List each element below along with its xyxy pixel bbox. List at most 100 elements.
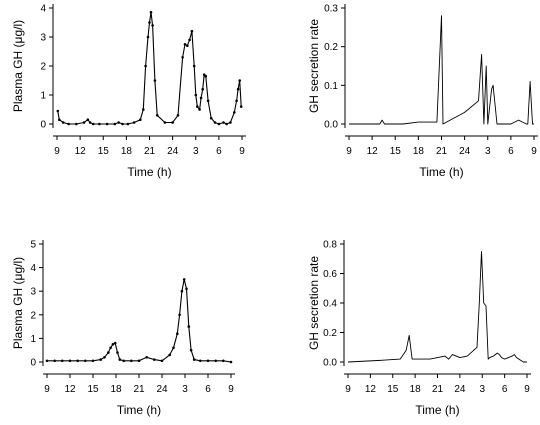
x-tick-label: 9 xyxy=(228,384,234,395)
x-tick-label: 12 xyxy=(64,384,76,395)
x-tick-label: 24 xyxy=(454,384,466,395)
data-point xyxy=(194,93,198,97)
data-point xyxy=(149,11,153,14)
data-point xyxy=(103,356,106,359)
data-point xyxy=(229,121,232,124)
x-tick-label: 12 xyxy=(75,146,87,157)
y-tick-label: 0 xyxy=(40,120,46,131)
x-axis-title: Time (h) xyxy=(415,403,459,417)
x-tick-label: 3 xyxy=(193,146,199,157)
y-tick-label: 0.8 xyxy=(323,240,337,251)
data-point xyxy=(113,341,117,345)
data-point xyxy=(180,289,184,293)
data-point xyxy=(61,121,65,124)
x-tick-label: 9 xyxy=(345,384,351,395)
series-line xyxy=(349,15,534,125)
x-tick-label: 9 xyxy=(44,384,50,395)
data-point xyxy=(199,96,203,100)
data-point xyxy=(190,29,194,33)
data-point xyxy=(183,43,187,46)
data-point xyxy=(142,108,145,111)
data-point xyxy=(176,332,179,336)
data-point xyxy=(116,351,119,354)
y-tick-label: 0.4 xyxy=(323,299,337,310)
y-axis-title: Plasma GH (μg/l) xyxy=(11,257,25,349)
x-tick-label: 9 xyxy=(346,146,352,157)
x-tick-label: 9 xyxy=(239,146,245,157)
data-point xyxy=(213,121,217,124)
x-axis-title: Time (h) xyxy=(127,165,171,179)
y-tick-label: 0.2 xyxy=(323,328,337,339)
data-point xyxy=(153,79,157,82)
y-tick-label: 2 xyxy=(40,62,46,73)
data-point xyxy=(68,359,72,363)
data-point xyxy=(45,359,49,363)
x-tick-label: 15 xyxy=(390,146,402,157)
y-tick-label: 4 xyxy=(30,263,36,274)
data-point xyxy=(204,74,208,78)
data-point xyxy=(56,109,60,113)
x-tick-label: 6 xyxy=(216,146,222,157)
data-point xyxy=(88,121,92,124)
data-point xyxy=(225,122,228,126)
x-tick-label: 21 xyxy=(436,146,448,157)
data-point xyxy=(155,114,159,117)
x-tick-label: 15 xyxy=(87,384,99,395)
data-point xyxy=(192,64,196,68)
data-point xyxy=(67,122,70,126)
y-tick-label: 3 xyxy=(40,33,46,44)
x-tick-label: 9 xyxy=(524,384,530,395)
x-tick-label: 15 xyxy=(387,384,399,395)
data-point xyxy=(109,346,112,350)
y-tick-label: 4 xyxy=(40,4,46,15)
data-point xyxy=(151,24,154,27)
x-tick-label: 3 xyxy=(479,384,485,395)
data-point xyxy=(76,359,79,363)
x-tick-label: 6 xyxy=(508,146,514,157)
y-tick-label: 0.2 xyxy=(324,42,338,53)
data-point xyxy=(58,118,61,121)
data-point xyxy=(91,122,95,126)
data-point xyxy=(146,35,150,39)
x-tick-label: 24 xyxy=(156,384,168,395)
data-point xyxy=(137,359,141,363)
data-point xyxy=(217,122,221,126)
data-point xyxy=(172,346,175,350)
data-point xyxy=(181,56,184,59)
data-point xyxy=(222,359,225,363)
y-tick-label: 3 xyxy=(30,287,36,298)
data-point xyxy=(186,44,189,47)
x-tick-label: 15 xyxy=(98,146,110,157)
x-tick-label: 12 xyxy=(365,384,377,395)
y-tick-label: 5 xyxy=(30,240,36,251)
x-tick-label: 18 xyxy=(110,384,122,395)
data-point xyxy=(122,359,125,363)
x-tick-label: 9 xyxy=(531,146,537,157)
x-tick-label: 21 xyxy=(144,146,156,157)
x-axis-title: Time (h) xyxy=(117,403,161,417)
data-point xyxy=(239,105,243,108)
y-tick-label: 1 xyxy=(40,91,46,102)
data-point xyxy=(214,359,217,363)
data-point xyxy=(61,359,64,363)
data-point xyxy=(82,121,86,124)
data-point xyxy=(238,79,241,82)
data-point xyxy=(111,343,115,346)
x-tick-label: 12 xyxy=(367,146,379,157)
data-point xyxy=(176,114,180,117)
y-tick-label: 0.3 xyxy=(324,4,338,15)
data-point xyxy=(178,313,181,317)
data-point xyxy=(192,358,196,361)
data-point xyxy=(160,359,164,363)
y-tick-label: 2 xyxy=(30,310,36,321)
data-point xyxy=(105,122,109,126)
data-point xyxy=(206,99,210,103)
data-point xyxy=(144,64,147,68)
y-axis-title: GH secretion rate xyxy=(307,256,321,350)
y-tick-label: 0.6 xyxy=(323,269,337,280)
data-point xyxy=(99,358,102,361)
data-point xyxy=(163,121,167,124)
data-point xyxy=(113,122,117,126)
